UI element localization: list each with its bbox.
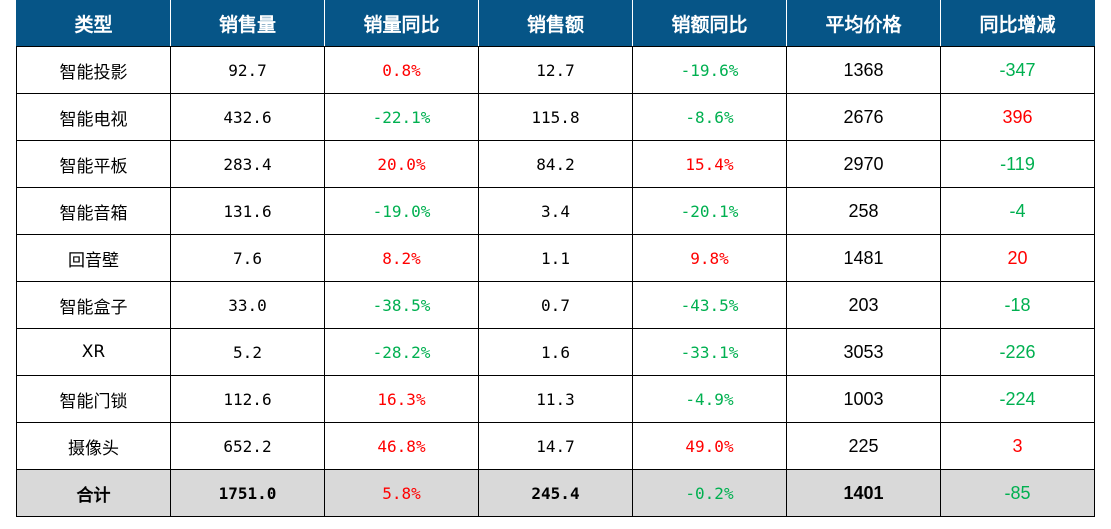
cell-sales-volume: 33.0 [170,281,325,329]
cell-price-change: 20 [940,234,1095,282]
table-row: 智能电视 432.6 -22.1% 115.8 -8.6% 2676 396 [16,93,1095,141]
cell-avg-price: 258 [786,187,941,235]
header-volume-yoy: 销量同比 [324,0,479,47]
cell-sales-amount: 11.3 [478,375,633,423]
cell-price-change: -4 [940,187,1095,235]
cell-type: 摄像头 [16,422,171,470]
cell-price-change: -18 [940,281,1095,329]
table-row: 摄像头 652.2 46.8% 14.7 49.0% 225 3 [16,422,1095,470]
cell-amount-yoy: 49.0% [632,422,787,470]
table-row: 智能投影 92.7 0.8% 12.7 -19.6% 1368 -347 [16,46,1095,94]
table-row: 智能平板 283.4 20.0% 84.2 15.4% 2970 -119 [16,140,1095,188]
cell-type: 智能音箱 [16,187,171,235]
cell-amount-yoy: 15.4% [632,140,787,188]
cell-price-change: 3 [940,422,1095,470]
cell-type: 智能投影 [16,46,171,94]
cell-sales-amount: 1.6 [478,328,633,376]
cell-sales-amount: 1.1 [478,234,633,282]
table-row: 智能门锁 112.6 16.3% 11.3 -4.9% 1003 -224 [16,375,1095,423]
cell-type: 合计 [16,469,171,517]
cell-price-change: -347 [940,46,1095,94]
cell-volume-yoy: 20.0% [324,140,479,188]
cell-type: 智能平板 [16,140,171,188]
cell-sales-amount: 84.2 [478,140,633,188]
cell-type: 智能门锁 [16,375,171,423]
cell-avg-price: 1003 [786,375,941,423]
cell-avg-price: 203 [786,281,941,329]
cell-sales-amount: 115.8 [478,93,633,141]
cell-type: XR [16,328,171,376]
cell-sales-volume: 131.6 [170,187,325,235]
header-sales-amount: 销售额 [478,0,633,47]
cell-price-change: -226 [940,328,1095,376]
cell-sales-volume: 652.2 [170,422,325,470]
cell-volume-yoy: -19.0% [324,187,479,235]
header-avg-price: 平均价格 [786,0,941,47]
header-type: 类型 [16,0,171,47]
cell-volume-yoy: 8.2% [324,234,479,282]
cell-volume-yoy: 0.8% [324,46,479,94]
cell-amount-yoy: -0.2% [632,469,787,517]
cell-avg-price: 2970 [786,140,941,188]
cell-price-change: -224 [940,375,1095,423]
cell-volume-yoy: 5.8% [324,469,479,517]
header-price-change: 同比增减 [940,0,1095,47]
cell-type: 智能电视 [16,93,171,141]
cell-amount-yoy: -43.5% [632,281,787,329]
cell-volume-yoy: 46.8% [324,422,479,470]
cell-avg-price: 2676 [786,93,941,141]
table-row: 回音壁 7.6 8.2% 1.1 9.8% 1481 20 [16,234,1095,282]
cell-volume-yoy: -28.2% [324,328,479,376]
cell-price-change: 396 [940,93,1095,141]
cell-avg-price: 3053 [786,328,941,376]
cell-amount-yoy: -19.6% [632,46,787,94]
cell-avg-price: 1368 [786,46,941,94]
cell-avg-price: 1481 [786,234,941,282]
cell-price-change: -85 [940,469,1095,517]
cell-amount-yoy: -4.9% [632,375,787,423]
header-sales-volume: 销售量 [170,0,325,47]
cell-sales-volume: 112.6 [170,375,325,423]
cell-sales-volume: 432.6 [170,93,325,141]
cell-sales-volume: 1751.0 [170,469,325,517]
sales-table: 类型 销售量 销量同比 销售额 销额同比 平均价格 同比增减 智能投影 92.7 0.8% 12.… [16,0,1095,517]
cell-sales-amount: 12.7 [478,46,633,94]
cell-sales-amount: 245.4 [478,469,633,517]
cell-sales-amount: 3.4 [478,187,633,235]
table-row: 智能盒子 33.0 -38.5% 0.7 -43.5% 203 -18 [16,281,1095,329]
cell-avg-price: 225 [786,422,941,470]
header-row: 类型 销售量 销量同比 销售额 销额同比 平均价格 同比增减 [16,0,1095,47]
cell-amount-yoy: -8.6% [632,93,787,141]
cell-sales-volume: 5.2 [170,328,325,376]
table-row: XR 5.2 -28.2% 1.6 -33.1% 3053 -226 [16,328,1095,376]
cell-type: 回音壁 [16,234,171,282]
cell-sales-volume: 92.7 [170,46,325,94]
cell-type: 智能盒子 [16,281,171,329]
cell-sales-volume: 7.6 [170,234,325,282]
cell-amount-yoy: -20.1% [632,187,787,235]
cell-volume-yoy: -22.1% [324,93,479,141]
header-amount-yoy: 销额同比 [632,0,787,47]
cell-sales-volume: 283.4 [170,140,325,188]
cell-price-change: -119 [940,140,1095,188]
cell-avg-price: 1401 [786,469,941,517]
table-row: 智能音箱 131.6 -19.0% 3.4 -20.1% 258 -4 [16,187,1095,235]
cell-amount-yoy: -33.1% [632,328,787,376]
cell-amount-yoy: 9.8% [632,234,787,282]
cell-volume-yoy: -38.5% [324,281,479,329]
total-row: 合计 1751.0 5.8% 245.4 -0.2% 1401 -85 [16,469,1095,517]
cell-sales-amount: 14.7 [478,422,633,470]
cell-volume-yoy: 16.3% [324,375,479,423]
cell-sales-amount: 0.7 [478,281,633,329]
